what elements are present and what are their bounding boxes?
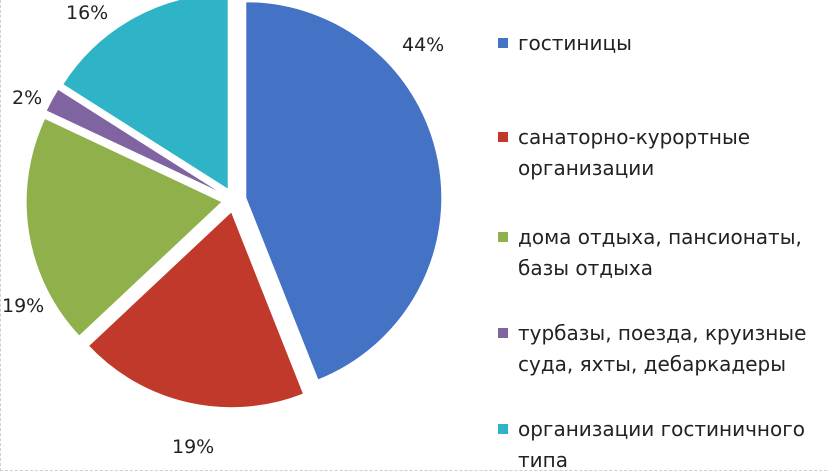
pie-slice: [25, 117, 224, 337]
legend: гостиницы санаторно-курортные организаци…: [498, 0, 828, 472]
pie-slice: [87, 210, 305, 409]
legend-swatch: [498, 232, 508, 242]
pie-slice: [245, 1, 443, 381]
slice-value-label: 19%: [172, 436, 215, 458]
pie-slice: [45, 88, 224, 195]
legend-label: турбазы, поезда, круизные суда, яхты, де…: [518, 321, 807, 376]
legend-item: гостиницы: [498, 28, 828, 59]
slice-value-label: 2%: [12, 87, 43, 109]
legend-item: организации гостиничного типа: [498, 414, 828, 476]
legend-swatch: [498, 424, 508, 434]
legend-item: турбазы, поезда, круизные суда, яхты, де…: [498, 318, 828, 380]
slice-value-label: 44%: [402, 34, 445, 56]
legend-swatch: [498, 38, 508, 48]
pie-chart: [25, 0, 443, 409]
legend-item: санаторно-курортные организации: [498, 122, 828, 184]
legend-swatch: [498, 132, 508, 142]
legend-item: дома отдыха, пансионаты, базы отдыха: [498, 222, 828, 284]
legend-swatch: [498, 328, 508, 338]
pie-slice: [62, 0, 229, 191]
legend-label: санаторно-курортные организации: [518, 125, 751, 180]
legend-label: дома отдыха, пансионаты, базы отдыха: [518, 225, 802, 280]
slice-value-label: 16%: [66, 2, 109, 24]
legend-label: гостиницы: [518, 31, 632, 55]
legend-label: организации гостиничного типа: [518, 417, 805, 472]
slice-value-label: 19%: [2, 295, 45, 317]
